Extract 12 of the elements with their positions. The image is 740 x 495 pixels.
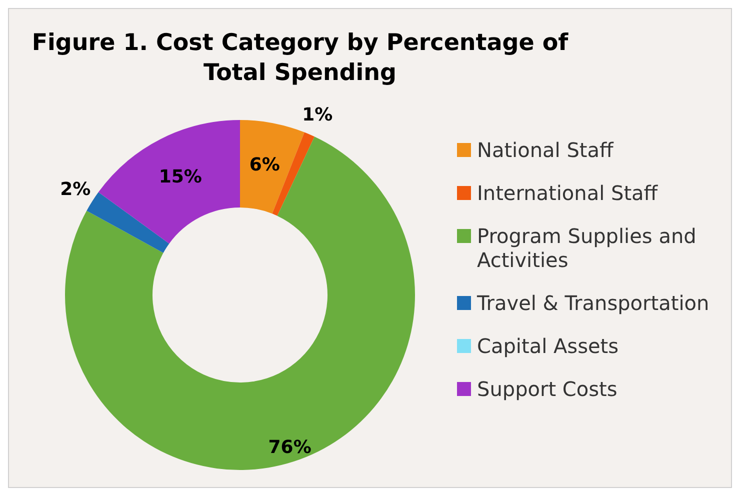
legend-label: National Staff: [477, 138, 614, 162]
legend-label: Program Supplies and Activities: [477, 224, 698, 272]
data-label: 15%: [158, 166, 202, 188]
data-label: 2%: [60, 179, 91, 200]
chart-title: Figure 1. Cost Category by Percentage of Total Spending: [30, 29, 570, 88]
legend-label: Support Costs: [477, 377, 618, 401]
legend-label: Travel & Transportation: [477, 291, 710, 315]
data-label: 6%: [249, 154, 280, 176]
data-label: 76%: [268, 437, 312, 458]
legend-label: International Staff: [477, 181, 658, 205]
legend-label: Capital Assets: [477, 334, 619, 358]
data-label: 1%: [302, 104, 333, 126]
